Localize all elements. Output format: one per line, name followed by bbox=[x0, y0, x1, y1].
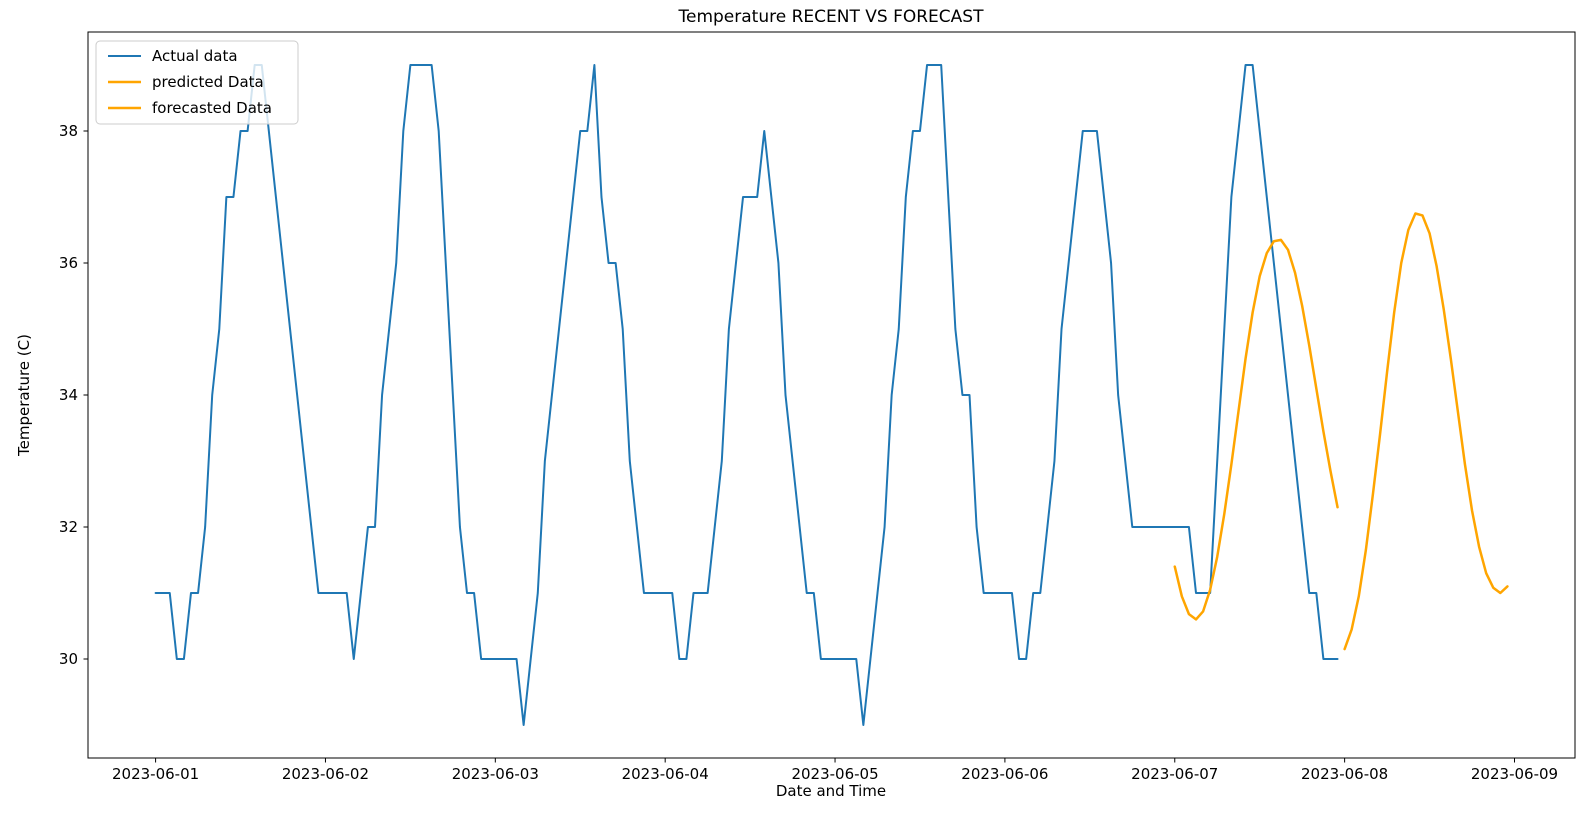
y-tick-label: 36 bbox=[59, 254, 78, 272]
x-tick-label: 2023-06-07 bbox=[1131, 765, 1218, 783]
y-axis-label: Temperature (C) bbox=[15, 334, 33, 457]
legend-item-label-2: forecasted Data bbox=[152, 99, 272, 117]
x-tick-label: 2023-06-01 bbox=[112, 765, 199, 783]
legend-item-label-1: predicted Data bbox=[152, 73, 264, 91]
series-line-1 bbox=[1173, 238, 1339, 621]
x-tick-label: 2023-06-06 bbox=[961, 765, 1048, 783]
x-tick-label: 2023-06-09 bbox=[1471, 765, 1558, 783]
series-line-2 bbox=[1343, 212, 1509, 651]
legend-item-label-0: Actual data bbox=[152, 47, 238, 65]
series-line-0 bbox=[154, 64, 1339, 726]
x-tick-label: 2023-06-03 bbox=[452, 765, 539, 783]
plot-frame bbox=[87, 31, 1576, 759]
chart-title: Temperature RECENT VS FORECAST bbox=[678, 7, 985, 27]
y-tick-label: 32 bbox=[59, 518, 78, 536]
plot-area: 2023-06-01 2023-06-02 2023-06-03 2023-06-04… bbox=[59, 31, 1576, 783]
x-tick-label: 2023-06-05 bbox=[791, 765, 878, 783]
x-tick-label: 2023-06-08 bbox=[1301, 765, 1388, 783]
y-tick-label: 30 bbox=[59, 650, 78, 668]
x-axis-label: Date and Time bbox=[776, 782, 886, 800]
x-tick-label: 2023-06-04 bbox=[622, 765, 709, 783]
legend-box bbox=[95, 40, 299, 125]
legend: Actual data predicted Data forecasted Data bbox=[95, 40, 299, 125]
y-tick-label: 34 bbox=[59, 386, 78, 404]
x-tick-label: 2023-06-02 bbox=[282, 765, 369, 783]
y-tick-label: 38 bbox=[59, 122, 78, 140]
